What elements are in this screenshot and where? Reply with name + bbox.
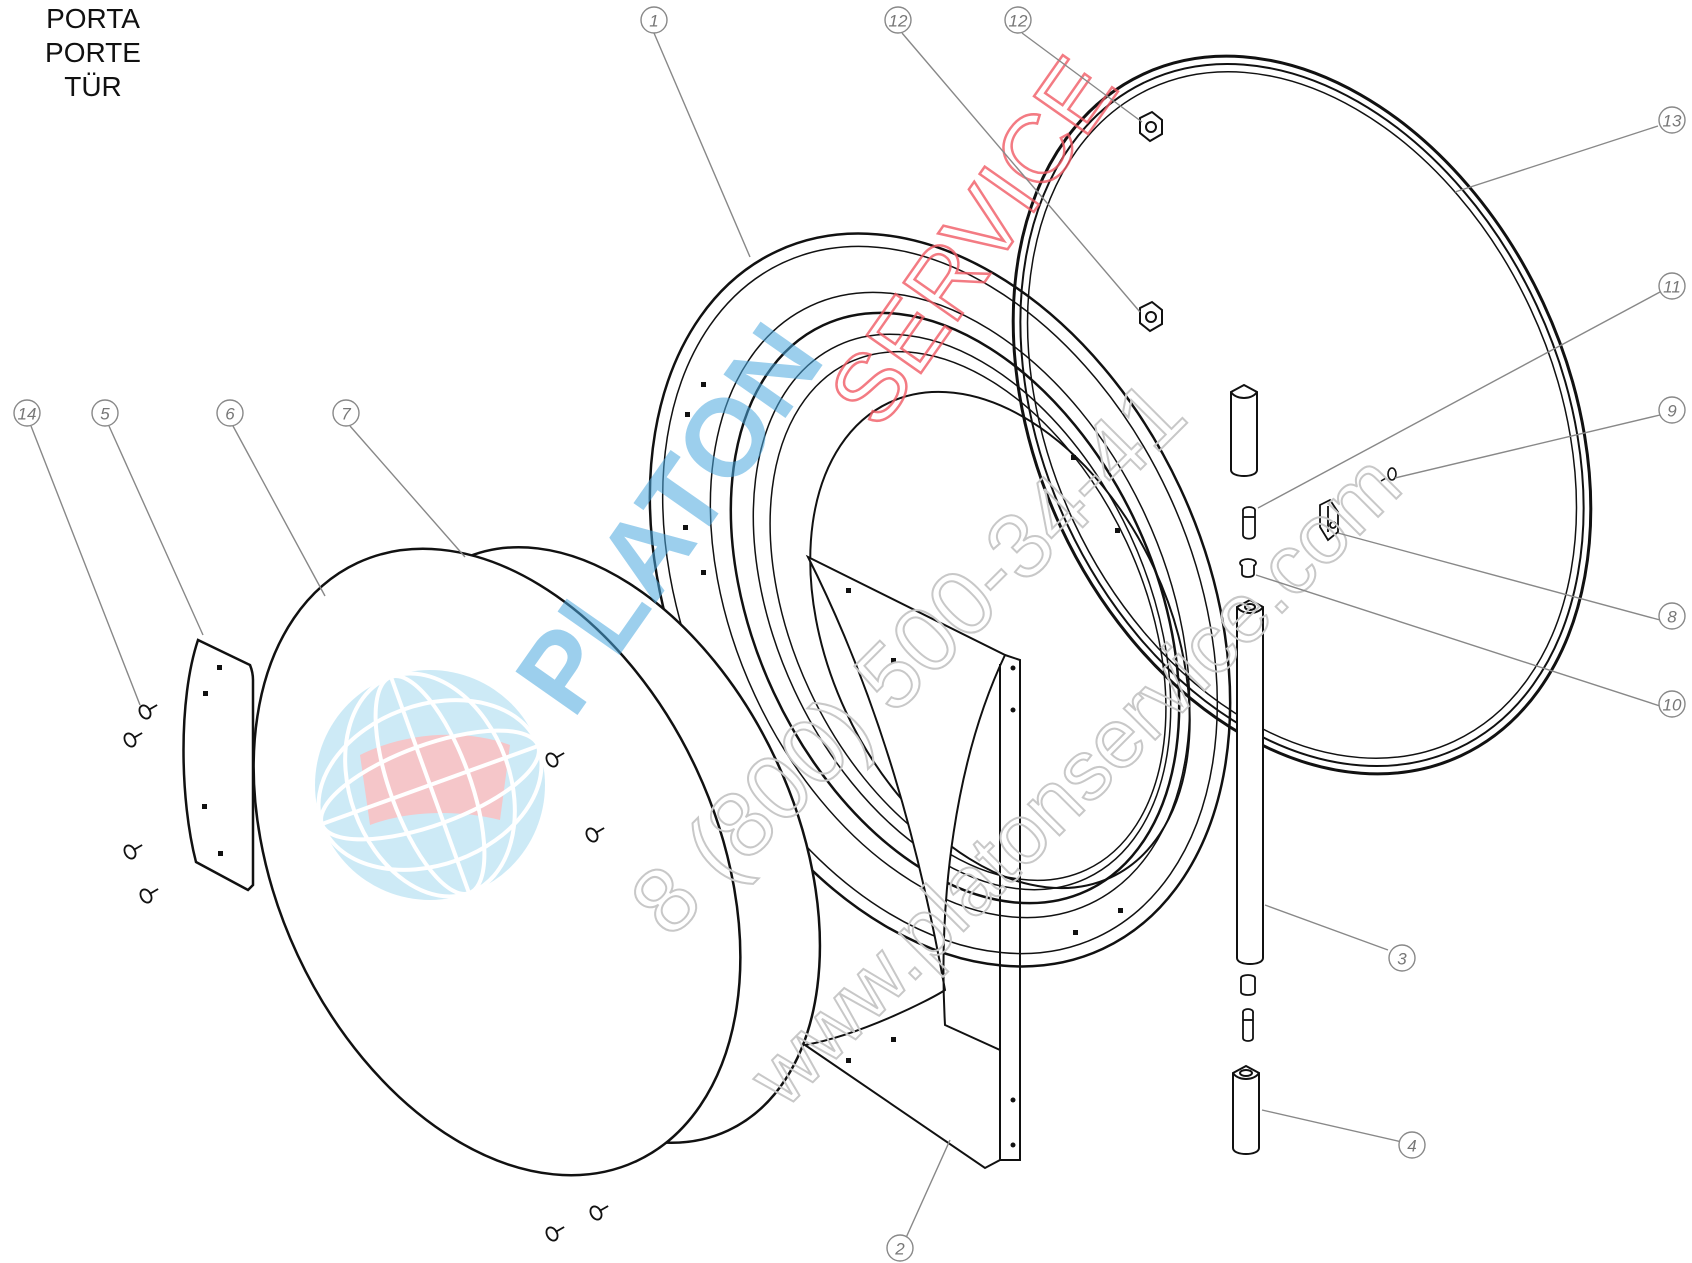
globe-logo [315,670,545,900]
part-12-nut-upper [1139,110,1163,143]
part-14-screws [123,704,159,904]
callout-9: 9 [1658,396,1686,424]
callout-label: 1 [649,12,658,31]
callout-1: 1 [640,6,668,34]
callout-8: 8 [1658,602,1686,630]
callout-2: 2 [886,1234,914,1262]
title-line-french: PORTE [45,37,141,68]
callout-11: 11 [1658,272,1686,300]
callout-label: 8 [1667,608,1677,627]
callout-label: 6 [225,405,235,424]
part-5-handle-plate [182,638,255,892]
callout-13: 13 [1658,106,1686,134]
part-6-glass-screws [545,752,609,1242]
part-10-bushing [1239,558,1257,578]
callout-6: 6 [216,399,244,427]
watermark-service: SERVICE [809,39,1137,444]
part-11-pin [1242,506,1256,540]
callout-label: 3 [1397,950,1407,969]
part-4-hinge-cap-bottom [1232,1064,1260,1155]
part-2-hinge-bracket [802,554,1021,1170]
part-12-nut-lower [1139,300,1163,333]
title-block: PORTA PORTE TÜR [18,2,168,104]
callout-label: 9 [1667,402,1677,421]
callout-label: 11 [1663,278,1681,297]
callout-12-right: 12 [1004,6,1032,34]
part-1-door-ring [648,232,1232,968]
callout-label: 14 [18,405,37,424]
callout-label: 2 [894,1240,905,1259]
part-8-latch-bracket [1319,498,1339,542]
part-hinge-pin-lower [1240,974,1256,1042]
callout-label: 10 [1663,696,1682,715]
part-9-small-screw [1380,467,1397,482]
callout-5: 5 [91,399,119,427]
leader-lines [30,32,1661,1241]
part-13-door-glass [1011,54,1593,776]
callout-14: 14 [13,399,41,427]
callout-label: 5 [100,405,110,424]
callout-7: 7 [332,399,360,427]
callout-label: 12 [889,12,908,31]
callout-4: 4 [1398,1131,1426,1159]
part-3-hinge-tube [1236,598,1264,965]
callout-label: 4 [1407,1137,1416,1156]
callout-3: 3 [1388,944,1416,972]
title-line-italian: PORTA [46,3,140,34]
title-line-german: TÜR [64,71,122,102]
callout-10: 10 [1658,690,1686,718]
callout-label: 7 [341,405,351,424]
callout-label: 12 [1009,12,1028,31]
callout-12-left: 12 [884,6,912,34]
part-hinge-cap-top [1230,383,1258,477]
callout-label: 13 [1663,112,1682,131]
